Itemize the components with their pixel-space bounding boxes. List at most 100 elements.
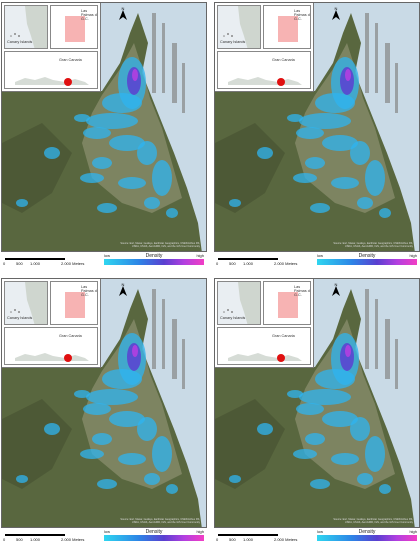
density-blob <box>322 411 358 427</box>
density-legend: low Density high <box>104 253 204 271</box>
density-blob <box>152 160 172 196</box>
density-blob <box>310 479 330 489</box>
africa-coast-icon <box>10 6 47 48</box>
density-blob <box>166 208 178 218</box>
density-blob <box>109 411 145 427</box>
density-blob <box>166 484 178 494</box>
las-palmas-label: Las Palmas de G.C. <box>294 9 311 22</box>
density-peak <box>345 69 351 81</box>
legend-low-label: low <box>104 529 111 534</box>
scale-label: 0 <box>3 261 6 266</box>
density-blob <box>80 173 104 183</box>
density-blob <box>74 390 90 398</box>
scale-label: 0 <box>3 537 6 542</box>
density-blob <box>44 147 60 159</box>
density-blob <box>137 141 157 165</box>
satellite-map[interactable]: Canary Islands Las Palmas de G.C. Gran C… <box>1 2 207 252</box>
scale-label: 500 <box>229 261 236 266</box>
density-blob <box>310 203 330 213</box>
scale-segment <box>5 534 20 536</box>
north-label: N <box>121 282 125 287</box>
density-blob <box>293 173 317 183</box>
density-blob <box>102 369 142 389</box>
density-blob <box>287 114 303 122</box>
port-pier <box>395 339 398 389</box>
scale-bar: 0 500 1.000 2.000 Meters <box>3 529 101 547</box>
north-arrow-icon: N <box>118 282 128 297</box>
legend-title: Density <box>145 253 163 259</box>
island-icon <box>15 77 89 86</box>
scale-label: 2.000 Meters <box>61 537 85 542</box>
city-highlight-icon <box>65 292 85 318</box>
port-pier <box>172 319 177 379</box>
las-palmas-label: Las Palmas de G.C. <box>81 285 98 298</box>
legend-color-ramp <box>317 259 417 265</box>
gran-canaria-label: Gran Canaria <box>272 58 295 62</box>
density-blob <box>379 208 391 218</box>
map-attribution: Source: Esri, Maxar, GeoEye, Earthstar G… <box>333 518 413 524</box>
map-canvas <box>215 279 419 527</box>
legend-title: Density <box>358 529 376 535</box>
north-arrow-icon: N <box>118 6 128 21</box>
scale-label: 1.000 <box>30 261 41 266</box>
locator-insets: Canary Islands Las Palmas de G.C. Gran C… <box>2 279 101 368</box>
map-attribution: Source: Esri, Maxar, GeoEye, Earthstar G… <box>120 518 200 524</box>
scale-label: 500 <box>229 537 236 542</box>
gran-canaria-dot <box>64 78 72 86</box>
canary-islands-label: Canary Islands <box>220 316 246 320</box>
africa-coast-icon <box>10 282 47 324</box>
density-blob <box>305 433 325 445</box>
island-icon <box>15 353 89 362</box>
scale-segment <box>248 258 278 260</box>
density-blob <box>109 135 145 151</box>
density-blob <box>137 417 157 441</box>
density-blob <box>74 114 90 122</box>
island-icon <box>228 353 302 362</box>
scale-segment <box>35 258 65 260</box>
canary-islands-inset: Canary Islands <box>217 5 261 49</box>
scale-segment <box>20 258 35 260</box>
scale-segment <box>233 258 248 260</box>
map-panel-top-right: Canary Islands Las Palmas de G.C. Gran C… <box>214 2 420 274</box>
satellite-map[interactable]: Canary Islands Las Palmas de G.C. Gran C… <box>214 2 420 252</box>
port-pier <box>182 63 185 113</box>
density-legend: low Density high <box>104 529 204 547</box>
gran-canaria-inset: Gran Canaria <box>217 327 311 365</box>
density-peak <box>132 69 138 81</box>
scale-segment <box>20 534 35 536</box>
port-pier <box>365 13 369 93</box>
density-blob <box>315 369 355 389</box>
legend-color-ramp <box>104 535 204 541</box>
map-panel-bottom-left: Canary Islands Las Palmas de G.C. Gran C… <box>1 278 207 550</box>
las-palmas-inset: Las Palmas de G.C. <box>263 5 311 49</box>
density-blob <box>229 475 241 483</box>
density-blob <box>257 423 273 435</box>
density-peak <box>345 345 351 357</box>
legend-color-ramp <box>317 535 417 541</box>
scale-label: 500 <box>16 261 23 266</box>
canary-islands-inset: Canary Islands <box>217 281 261 325</box>
legend-high-label: high <box>196 529 204 534</box>
africa-coast-icon <box>223 6 260 48</box>
las-palmas-inset: Las Palmas de G.C. <box>50 5 98 49</box>
scale-label: 1.000 <box>243 261 254 266</box>
legend-high-label: high <box>196 253 204 258</box>
locator-insets: Canary Islands Las Palmas de G.C. Gran C… <box>215 3 314 92</box>
density-blob <box>83 403 111 415</box>
port-pier <box>162 299 165 369</box>
satellite-map[interactable]: Canary Islands Las Palmas de G.C. Gran C… <box>1 278 207 528</box>
hills <box>2 123 72 213</box>
density-legend: low Density high <box>317 529 417 547</box>
density-blob <box>92 157 112 169</box>
map-attribution: Source: Esri, Maxar, GeoEye, Earthstar G… <box>333 242 413 248</box>
scale-bar: 0 500 1.000 2.000 Meters <box>3 253 101 271</box>
density-blob <box>350 141 370 165</box>
scale-label: 2.000 Meters <box>274 537 298 542</box>
scale-label: 1.000 <box>243 537 254 542</box>
north-label: N <box>121 6 125 11</box>
density-blob <box>80 449 104 459</box>
gran-canaria-inset: Gran Canaria <box>4 51 98 89</box>
city-highlight-icon <box>65 16 85 42</box>
satellite-map[interactable]: Canary Islands Las Palmas de G.C. Gran C… <box>214 278 420 528</box>
north-label: N <box>334 6 338 11</box>
